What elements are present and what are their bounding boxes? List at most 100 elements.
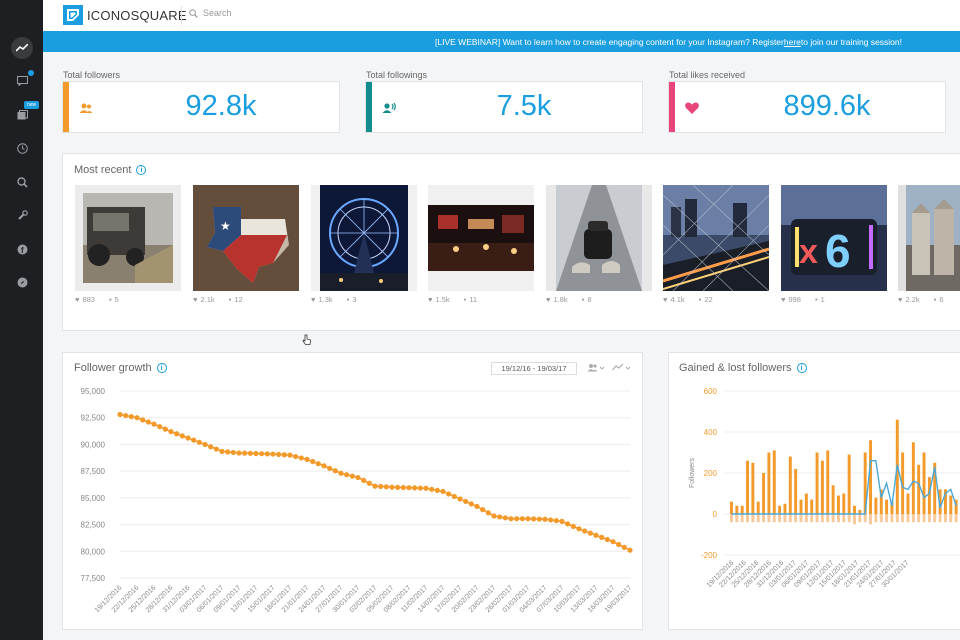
gained-bar: [933, 462, 937, 514]
heart-icon: ♥: [311, 295, 316, 304]
gained-bar: [788, 456, 792, 514]
lost-bar: [804, 514, 808, 523]
gained-bar: [927, 477, 931, 514]
info-icon[interactable]: i: [136, 165, 147, 175]
data-point: [412, 485, 418, 491]
gained-lost-chart: 6004002000-200Followers19/12/201622/12/2…: [689, 387, 960, 589]
followers-icon: [79, 103, 93, 113]
lost-bar: [895, 514, 899, 523]
media-item[interactable]: ♥ 4.1k ▪ 22: [663, 185, 769, 304]
lost-bar: [922, 514, 926, 523]
data-point: [327, 465, 333, 471]
data-point: [423, 485, 429, 491]
logo[interactable]: ICONOSQUARE: [63, 5, 187, 25]
lost-bar: [949, 514, 953, 523]
total-followings-value: 7.5k: [496, 90, 552, 122]
lost-bar: [906, 514, 910, 523]
data-point: [361, 477, 367, 484]
info-icon[interactable]: i: [796, 363, 807, 373]
facebook-icon[interactable]: f: [11, 238, 33, 260]
media-item[interactable]: ♥ 883 ▪ 5: [75, 185, 181, 304]
audience-filter-dropdown[interactable]: [587, 363, 605, 374]
compass-icon[interactable]: [11, 271, 33, 293]
gained-bar: [874, 497, 878, 514]
y-axis-label: Followers: [689, 458, 696, 488]
data-point: [123, 412, 129, 419]
y-tick-label: -200: [701, 551, 718, 560]
lost-bar: [853, 514, 856, 525]
gained-bar: [885, 499, 889, 514]
likes-count: 1.3k: [318, 295, 333, 304]
media-thumbnail[interactable]: [75, 185, 181, 291]
logo-mark-icon: [63, 5, 83, 25]
media-thumbnail[interactable]: [898, 185, 960, 291]
stat-color-bar: [669, 82, 675, 132]
heart-icon: ♥: [663, 295, 668, 304]
total-followers-label: Total followers: [63, 70, 121, 80]
data-point: [117, 411, 123, 418]
data-point: [451, 493, 457, 500]
info-icon[interactable]: i: [156, 363, 167, 373]
data-point: [525, 516, 531, 522]
banner-link[interactable]: here: [783, 36, 801, 47]
gained-lost-panel: [668, 352, 960, 630]
data-point: [548, 517, 554, 523]
data-point: [247, 450, 253, 456]
messages-icon[interactable]: [11, 70, 33, 92]
data-point: [134, 415, 140, 421]
comment-icon: ▪: [108, 295, 112, 304]
data-point: [230, 449, 236, 456]
comment-icon: ▪: [463, 295, 467, 304]
search-placeholder: Search: [203, 8, 232, 18]
series-line: [119, 413, 631, 551]
data-point: [140, 417, 146, 423]
lost-bar: [938, 514, 942, 523]
media-thumbnail[interactable]: [546, 185, 652, 291]
gained-bar: [847, 454, 851, 514]
data-point: [208, 444, 214, 450]
comments-count: 3: [352, 295, 357, 304]
data-point: [508, 516, 514, 522]
media-thumbnail[interactable]: ★: [193, 185, 299, 291]
banner-text: [LIVE WEBINAR] Want to learn how to crea…: [435, 36, 784, 47]
data-point: [349, 473, 355, 479]
lost-bar: [788, 514, 792, 523]
search-icon[interactable]: [11, 171, 33, 193]
data-point: [616, 541, 622, 548]
gained-bar: [778, 505, 782, 514]
data-point: [627, 547, 633, 553]
media-item[interactable]: ★ ♥ 2.1k ▪ 12: [193, 185, 299, 304]
date-range-picker[interactable]: 19/12/16 - 19/03/17: [491, 362, 577, 375]
media-item[interactable]: ♥ 2.2k ▪ 6: [898, 185, 960, 304]
lost-bar: [943, 514, 947, 523]
media-thumbnail[interactable]: [311, 185, 417, 291]
clock-icon[interactable]: [11, 137, 33, 159]
data-point: [253, 450, 259, 457]
lost-bar: [831, 514, 835, 523]
lost-bar: [911, 514, 915, 523]
heart-icon: ♥: [193, 295, 198, 304]
y-tick-label: 90,000: [81, 440, 106, 449]
data-point: [196, 439, 202, 445]
follower-growth-chart: 95,000 92,500 90,000 87,500 85,000 82,500 80,0…: [81, 387, 634, 614]
media-item[interactable]: ♥ 1.8k ▪ 8: [546, 185, 652, 304]
media-icon[interactable]: [11, 104, 33, 126]
media-item[interactable]: ♥ 1.3k ▪ 3: [311, 185, 417, 304]
chart-type-dropdown[interactable]: [612, 363, 632, 374]
comment-icon: ▪: [581, 295, 585, 304]
comment-icon: ▪: [698, 295, 702, 304]
gained-bar: [826, 450, 830, 514]
stats-icon[interactable]: [11, 37, 33, 59]
media-thumbnail[interactable]: [663, 185, 769, 291]
gained-bar: [890, 501, 894, 514]
heart-icon: ♥: [428, 295, 433, 304]
media-thumbnail[interactable]: [428, 185, 534, 291]
media-item[interactable]: ♥ 1.5k ▪ 11: [428, 185, 534, 304]
wrench-icon[interactable]: [11, 204, 33, 226]
y-tick-label: 95,000: [81, 387, 106, 396]
media-stats: ♥ 883 ▪ 5: [75, 295, 181, 304]
gained-bar: [746, 460, 749, 514]
search-box[interactable]: Search: [189, 8, 232, 18]
